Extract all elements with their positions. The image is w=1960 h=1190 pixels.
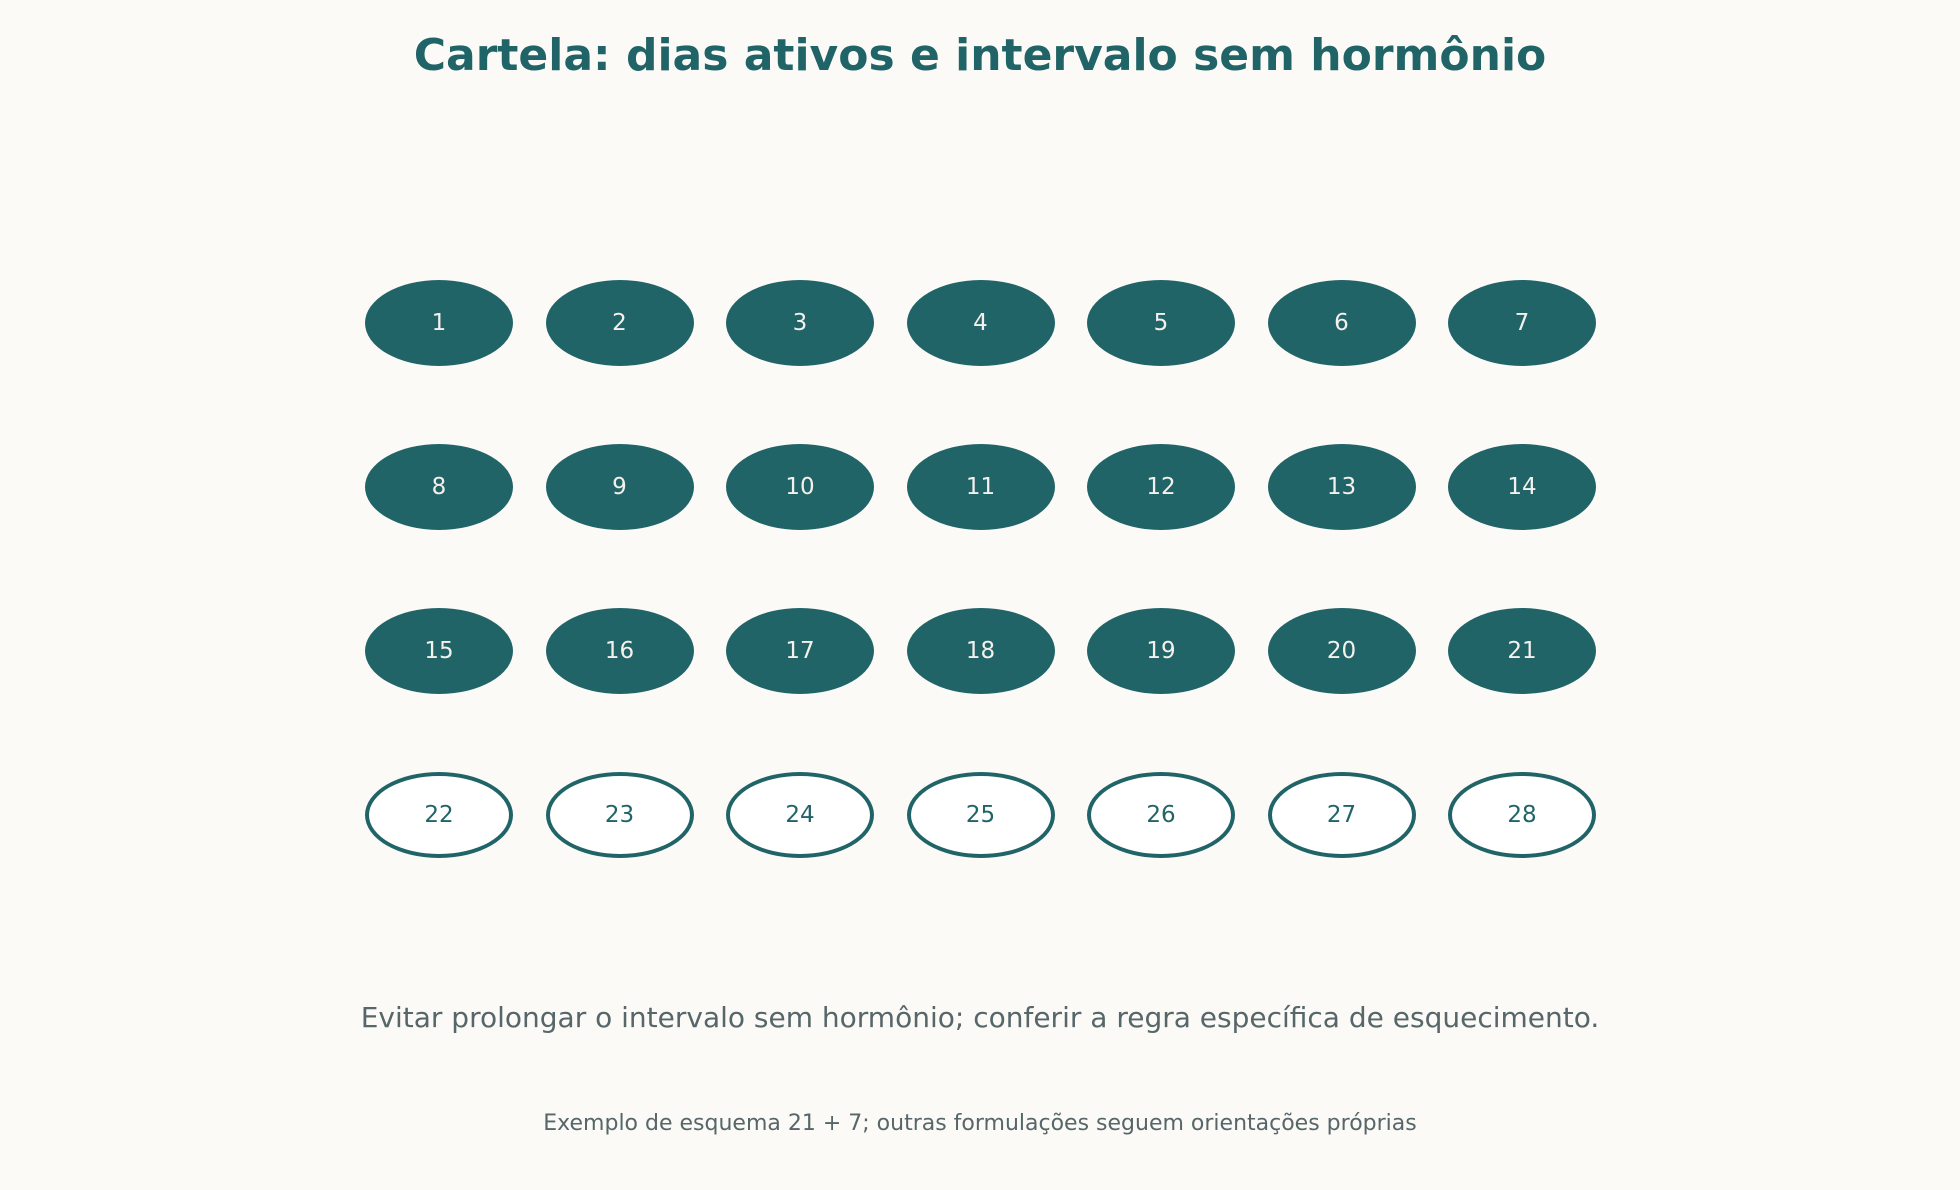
- active-pill-5: 5: [1087, 280, 1235, 366]
- active-pill-7: 7: [1448, 280, 1596, 366]
- break-pill-22: 22: [365, 772, 513, 858]
- break-pill-27: 27: [1267, 772, 1416, 858]
- active-pill-3: 3: [726, 280, 874, 366]
- active-pill-18: 18: [906, 608, 1055, 694]
- footnote-text: Exemplo de esquema 21 + 7; outras formul…: [543, 1111, 1417, 1136]
- note-text: Evitar prolongar o intervalo sem hormôni…: [360, 1001, 1600, 1034]
- break-pill-24: 24: [726, 772, 874, 858]
- active-pill-6: 6: [1267, 280, 1416, 366]
- active-pill-11: 11: [906, 444, 1055, 530]
- active-pill-1: 1: [365, 280, 513, 366]
- active-pill-16: 16: [545, 608, 694, 694]
- active-pill-10: 10: [726, 444, 874, 530]
- active-pill-2: 2: [545, 280, 694, 366]
- active-pill-20: 20: [1267, 608, 1416, 694]
- break-pill-23: 23: [545, 772, 694, 858]
- active-pill-9: 9: [545, 444, 694, 530]
- break-pill-25: 25: [906, 772, 1055, 858]
- break-pill-26: 26: [1087, 772, 1235, 858]
- break-pill-28: 28: [1448, 772, 1596, 858]
- active-pill-21: 21: [1448, 608, 1596, 694]
- active-pill-17: 17: [726, 608, 874, 694]
- active-pill-19: 19: [1087, 608, 1235, 694]
- active-pill-4: 4: [906, 280, 1055, 366]
- active-pill-15: 15: [365, 608, 513, 694]
- active-pill-8: 8: [365, 444, 513, 530]
- active-pill-14: 14: [1448, 444, 1596, 530]
- active-pill-12: 12: [1087, 444, 1235, 530]
- active-pill-13: 13: [1267, 444, 1416, 530]
- page-title: Cartela: dias ativos e intervalo sem hor…: [413, 30, 1547, 81]
